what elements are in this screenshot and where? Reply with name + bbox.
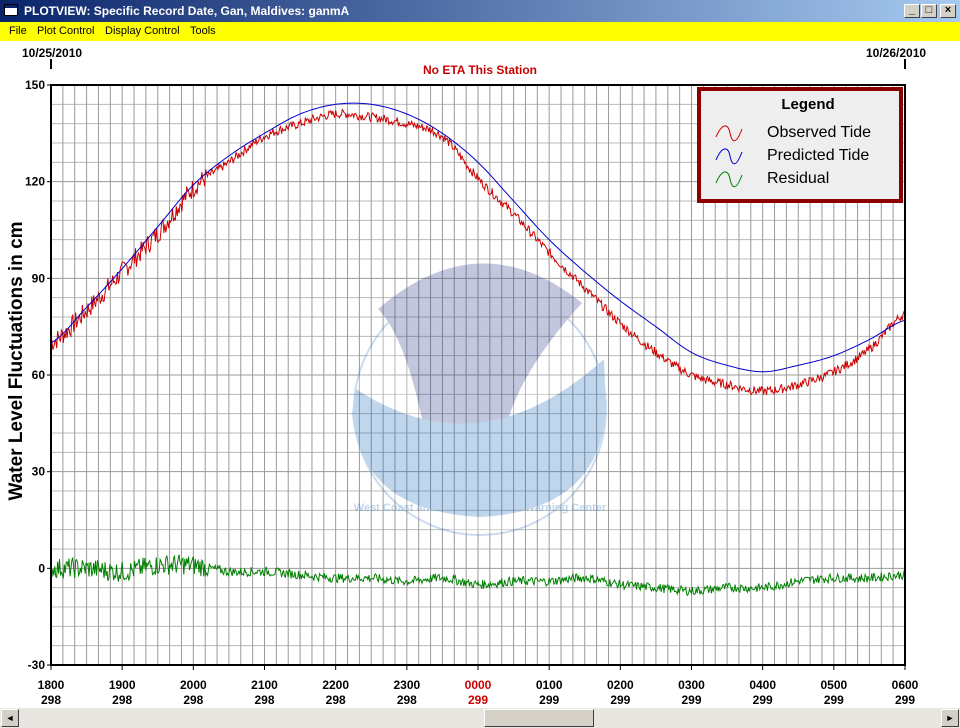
x-tick-time-label: 1800 bbox=[38, 678, 65, 692]
noaa-watermark-icon: West Coast and Alaska Tsunami Warning Ce… bbox=[352, 263, 607, 536]
series-line-observed-tide bbox=[50, 108, 906, 396]
menu-tools[interactable]: Tools bbox=[190, 25, 216, 37]
app-window-icon bbox=[4, 4, 18, 16]
y-tick-label: 150 bbox=[25, 78, 45, 92]
legend-item-label: Predicted Tide bbox=[767, 147, 869, 164]
scroll-right-icon[interactable]: ► bbox=[941, 709, 959, 727]
y-axis-title: Water Level Fluctuations in cm bbox=[6, 221, 27, 500]
x-tick-time-label: 0000 bbox=[465, 678, 492, 692]
x-tick-day-label: 298 bbox=[326, 693, 346, 707]
axes: -300306090120150180029819002982000298210… bbox=[25, 78, 919, 707]
y-tick-label: -30 bbox=[28, 658, 46, 672]
x-tick-time-label: 0200 bbox=[607, 678, 634, 692]
legend-item-label: Observed Tide bbox=[767, 124, 871, 141]
scroll-thumb[interactable] bbox=[484, 709, 594, 727]
minimize-button[interactable]: _ bbox=[904, 4, 920, 18]
y-tick-label: 120 bbox=[25, 175, 45, 189]
x-tick-day-label: 298 bbox=[397, 693, 417, 707]
x-tick-day-label: 298 bbox=[254, 693, 274, 707]
legend-box bbox=[697, 87, 903, 203]
x-tick-day-label: 299 bbox=[824, 693, 844, 707]
legend-swatch bbox=[715, 148, 743, 165]
y-tick-label: 90 bbox=[32, 271, 46, 285]
x-tick-time-label: 0100 bbox=[536, 678, 563, 692]
x-tick-day-label: 299 bbox=[895, 693, 915, 707]
legend[interactable]: Legend Observed Tide Predicted Tide Residu… bbox=[697, 87, 903, 203]
x-tick-day-label: 299 bbox=[468, 693, 488, 707]
x-tick-time-label: 0300 bbox=[678, 678, 705, 692]
x-tick-time-label: 2100 bbox=[251, 678, 278, 692]
legend-swatch bbox=[715, 125, 743, 142]
start-date-label: 10/25/2010 bbox=[22, 46, 82, 60]
eta-status: No ETA This Station bbox=[423, 63, 537, 77]
close-button[interactable]: × bbox=[940, 4, 956, 18]
legend-title: Legend bbox=[781, 96, 834, 113]
x-tick-day-label: 299 bbox=[539, 693, 559, 707]
series-line-residual bbox=[50, 554, 906, 597]
scroll-left-icon[interactable]: ◄ bbox=[1, 709, 19, 727]
x-tick-time-label: 2200 bbox=[322, 678, 349, 692]
x-tick-day-label: 298 bbox=[41, 693, 61, 707]
menu-display-control[interactable]: Display Control bbox=[105, 25, 180, 37]
y-tick-label: 30 bbox=[32, 465, 46, 479]
plot-area: 10/25/2010 10/26/2010 No ETA This Statio… bbox=[0, 41, 960, 708]
series-line-predicted-tide bbox=[50, 102, 906, 373]
menu-bar: File Plot Control Display Control Tools bbox=[0, 22, 960, 41]
window-title: PLOTVIEW: Specific Record Date, Gan, Mal… bbox=[24, 4, 350, 18]
tide-chart[interactable]: 10/25/2010 10/26/2010 No ETA This Statio… bbox=[0, 41, 960, 708]
x-tick-day-label: 299 bbox=[753, 693, 773, 707]
maximize-button[interactable]: □ bbox=[921, 4, 937, 18]
x-tick-time-label: 0600 bbox=[892, 678, 919, 692]
x-tick-time-label: 0400 bbox=[749, 678, 776, 692]
watermark-text: West Coast and Alaska Tsunami Warning Ce… bbox=[354, 502, 607, 514]
y-tick-label: 0 bbox=[38, 561, 45, 575]
title-bar[interactable]: PLOTVIEW: Specific Record Date, Gan, Mal… bbox=[0, 0, 960, 22]
horizontal-scrollbar[interactable]: ◄ ► bbox=[0, 708, 960, 728]
plot-lines bbox=[50, 102, 906, 597]
y-tick-label: 60 bbox=[32, 368, 46, 382]
x-tick-time-label: 1900 bbox=[109, 678, 136, 692]
menu-file[interactable]: File bbox=[9, 25, 27, 37]
x-tick-time-label: 2300 bbox=[393, 678, 420, 692]
legend-item-label: Residual bbox=[767, 170, 829, 187]
x-tick-day-label: 299 bbox=[681, 693, 701, 707]
menu-plot-control[interactable]: Plot Control bbox=[37, 25, 95, 37]
legend-swatch bbox=[715, 171, 743, 188]
x-tick-day-label: 299 bbox=[610, 693, 630, 707]
x-tick-time-label: 2000 bbox=[180, 678, 207, 692]
end-date-label: 10/26/2010 bbox=[866, 46, 926, 60]
x-tick-day-label: 298 bbox=[112, 693, 132, 707]
x-tick-day-label: 298 bbox=[183, 693, 203, 707]
x-tick-time-label: 0500 bbox=[820, 678, 847, 692]
